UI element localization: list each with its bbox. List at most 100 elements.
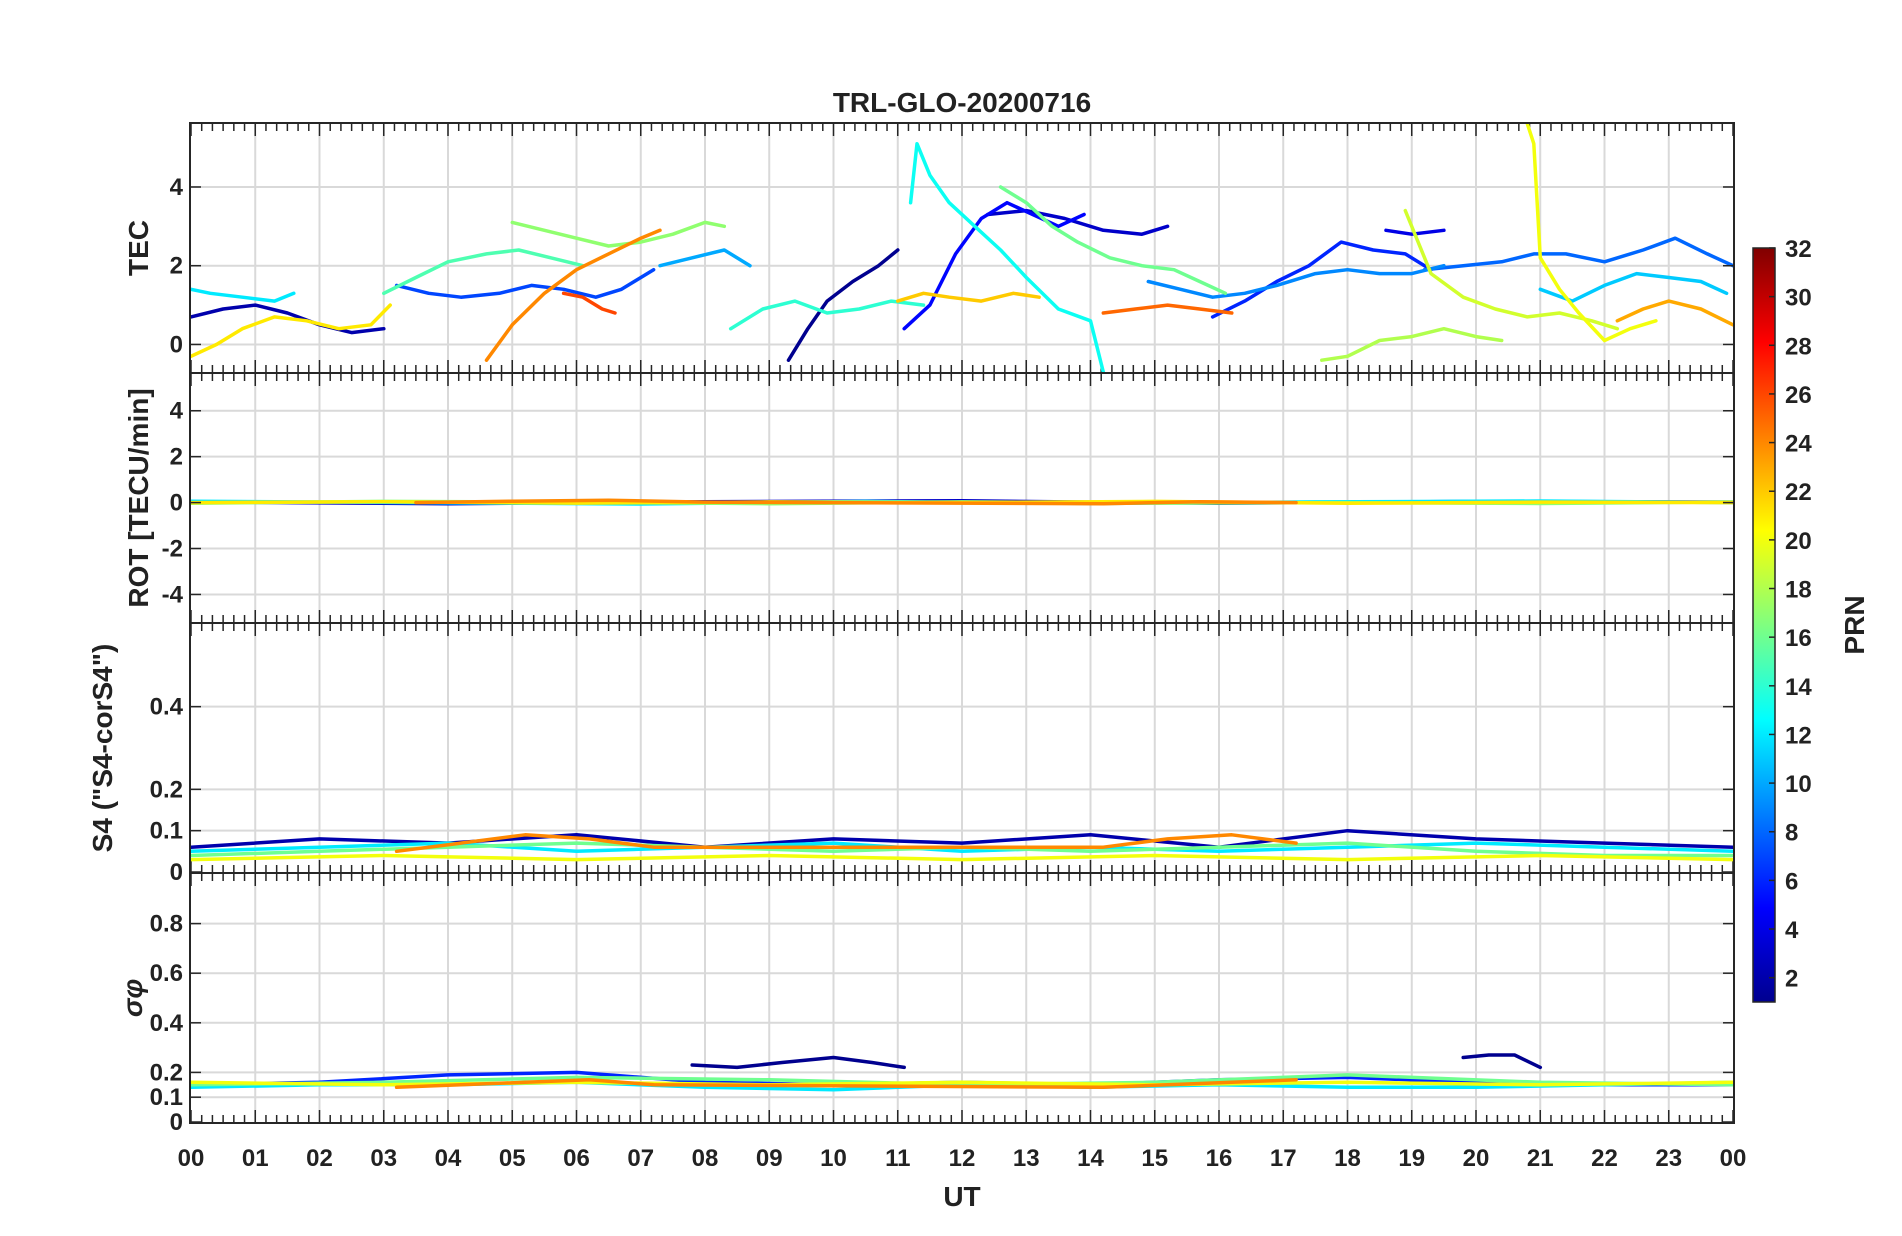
y-ticks-rot: -4 -2 0 2 4 [162,398,1733,608]
colorbar-tick-label: 18 [1785,577,1812,604]
series-line-prn-16 [998,185,1228,296]
x-tick-label: 06 [563,1145,590,1172]
colorbar-gradient [1752,247,1776,1003]
series-line-prn-12 [191,287,296,303]
series-line-prn-1 [690,1055,906,1070]
series-s4 [191,828,1733,862]
colorbar-tick-label: 4 [1785,917,1799,944]
series-line-prn-2 [191,303,386,335]
x-tick-label: 23 [1655,1145,1682,1172]
series-line-prn-9 [1146,263,1446,299]
colorbar-tick-label: 6 [1785,868,1798,895]
grid-rot [190,374,1734,622]
y-tick-label: 0 [170,490,183,517]
x-ticks: 00 01 02 03 04 05 06 07 08 09 10 11 12 13 14 15 16 17 18 19… [178,1145,1747,1172]
series-line-prn-18 [1320,326,1504,362]
chart-title: TRL-GLO-20200716 [833,87,1091,118]
x-tick-label: 13 [1013,1145,1040,1172]
series-sigphi [191,1053,1733,1092]
x-tick-label: 00 [1720,1145,1747,1172]
x-tick-label: 21 [1527,1145,1554,1172]
series-line-prn-8 [1422,236,1733,272]
y-tick-label: 0.1 [150,1084,183,1111]
colorbar-tick-label: 22 [1785,479,1812,506]
series-tec [191,124,1733,372]
grid-s4 [190,624,1734,872]
series-line-prn-20 [191,853,1733,862]
colorbar-tick-label: 30 [1785,285,1812,312]
x-tick-label: 05 [499,1145,526,1172]
series-line-prn-17 [510,220,727,248]
y-tick-label: 0.8 [150,911,183,938]
series-line-prn-24 [414,498,1298,506]
colorbar-tick-label: 20 [1785,528,1812,555]
series-line-prn-7 [394,267,656,299]
colorbar-tick-label: 26 [1785,382,1812,409]
series-line-prn-21 [191,303,392,359]
y-label-tec: TEC [123,220,154,276]
y-tick-label: 0 [170,331,183,358]
y-label-s4: S4 ("S4-corS4") [87,644,118,853]
series-line-prn-10 [658,248,752,268]
y-ticks-sigphi: 00.10.2 0.4 0.6 0.8 [150,911,1733,1136]
x-tick-label: 18 [1334,1145,1361,1172]
colorbar-label: PRN [1839,595,1870,654]
panel-rot: -4 -2 0 2 4 ROT [TECU/min] [123,372,1735,624]
colorbar-tick-label: 12 [1785,722,1812,749]
y-tick-label: 2 [170,253,183,280]
x-tick-label: 08 [692,1145,719,1172]
x-tick-label: 10 [820,1145,847,1172]
series-line-prn-3 [985,208,1170,236]
axes-box-sigphi [189,872,1735,1124]
y-tick-label: 2 [170,444,183,471]
series-line-prn-15 [382,248,585,296]
y-tick-label: 4 [170,398,184,425]
y-label-sigphi: σφ [117,979,148,1017]
series-line-prn-6 [1210,240,1433,319]
y-tick-label: -2 [162,536,183,563]
y-tick-label: 4 [170,174,184,201]
x-tick-label: 14 [1077,1145,1104,1172]
grid-tec [190,124,1734,372]
series-line-prn-4 [1384,228,1446,236]
y-ticks-tec: 0 2 4 [170,174,1733,358]
series-line-prn-24 [484,228,662,362]
x-tick-label: 11 [885,1145,910,1172]
series-line-prn-13 [908,141,1106,372]
x-tick-label: 02 [306,1145,333,1172]
y-tick-label: 0.6 [150,960,183,987]
x-tick-label: 01 [242,1145,269,1172]
series-line-prn-1 [786,248,900,362]
colorbar-tick-label: 2 [1785,966,1798,993]
y-tick-label: 0.4 [150,1010,184,1037]
x-tick-label: 16 [1206,1145,1233,1172]
colorbar-tick-label: 24 [1785,431,1812,458]
x-tick-label: 12 [949,1145,976,1172]
colorbar-tick-label: 16 [1785,625,1812,652]
y-tick-label: 0.1 [150,818,183,845]
series-line-prn-1 [1461,1053,1543,1070]
colorbar: 32 30 28 26 24 22 20 18 16 14 12 10 8 6 4 2 PRN [1752,236,1870,1003]
x-axis-label: UT [943,1181,980,1212]
series-line-prn-14 [728,299,926,331]
x-tick-label: 04 [435,1145,462,1172]
x-tick-label: 19 [1398,1145,1425,1172]
colorbar-ticks: 32 30 28 26 24 22 20 18 16 14 12 10 8 6 4 2 [1769,236,1812,993]
x-tick-label: 03 [370,1145,397,1172]
y-label-rot: ROT [TECU/min] [123,388,154,607]
y-tick-label: 0.2 [150,1059,183,1086]
series-line-prn-24 [394,833,1298,854]
x-tick-label: 20 [1463,1145,1490,1172]
series-line-prn-23 [1615,299,1733,327]
y-tick-label: 0.4 [150,694,184,721]
panel-s4: 0 0.1 0.2 0.4 S4 ("S4-corS4") [87,622,1735,886]
colorbar-tick-label: 10 [1785,771,1812,798]
series-line-prn-25 [1101,303,1234,315]
y-tick-label: 0 [170,1109,183,1136]
series-rot [191,498,1733,506]
colorbar-tick-label: 8 [1785,820,1798,847]
y-tick-label: 0.2 [150,776,183,803]
x-tick-label: 22 [1591,1145,1618,1172]
panel-sigphi: 00.10.2 0.4 0.6 0.8 σφ [117,872,1735,1136]
